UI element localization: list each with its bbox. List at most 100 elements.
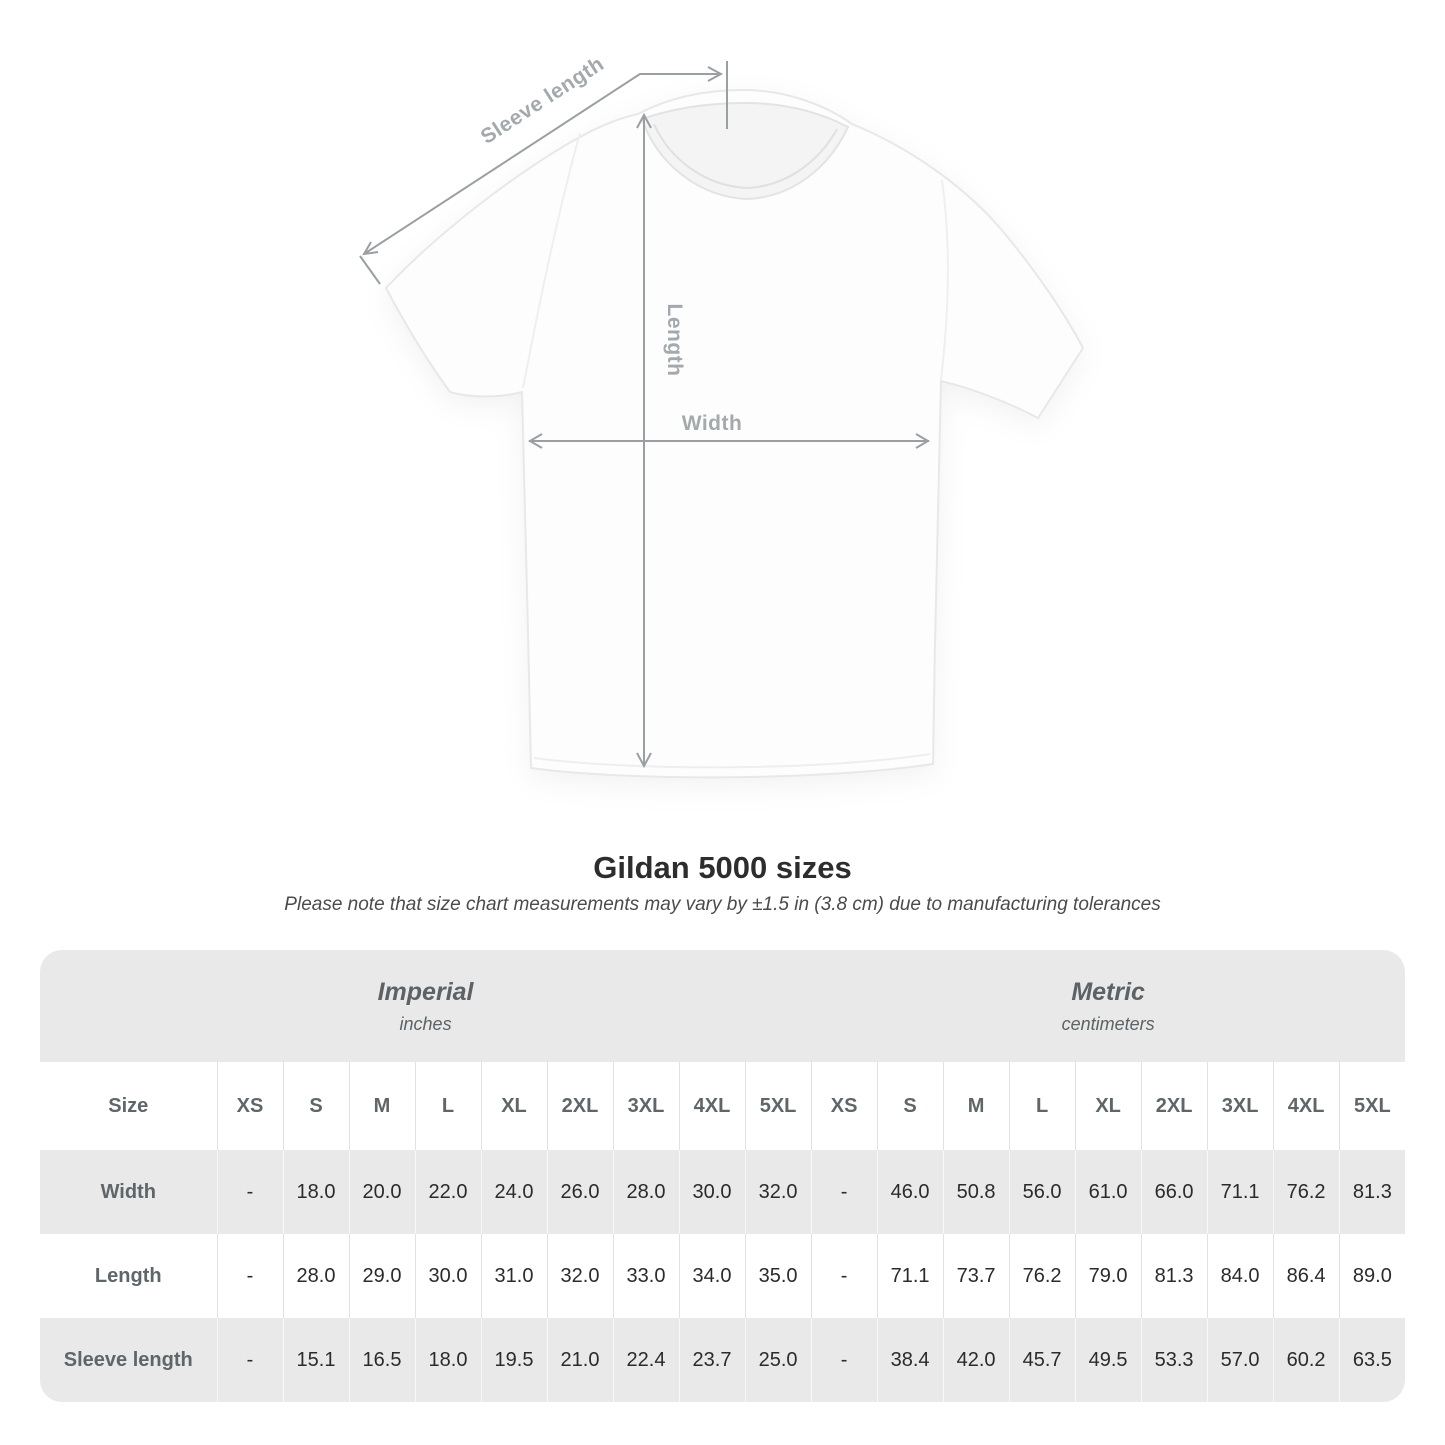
tshirt-diagram-svg: Sleeve length Length Width xyxy=(359,52,1085,779)
table-cell: 84.0 xyxy=(1206,1234,1274,1318)
table-cell: - xyxy=(810,1234,878,1318)
table-cell: 45.7 xyxy=(1008,1318,1076,1402)
table-cell: 49.5 xyxy=(1074,1318,1142,1402)
width-label: Width xyxy=(682,412,743,435)
size-chart-table: Imperial inches Metric centimeters Size … xyxy=(40,950,1405,1402)
metric-group-header: Metric centimeters xyxy=(811,950,1405,1062)
row-label-length: Length xyxy=(40,1234,217,1318)
table-cell: 76.2 xyxy=(1008,1234,1076,1318)
size-col-header-metric-4xl: 4XL xyxy=(1272,1062,1340,1150)
tshirt-measurement-diagram: Sleeve length Length Width xyxy=(359,52,1085,779)
table-cell: 86.4 xyxy=(1272,1234,1340,1318)
table-cell: 19.5 xyxy=(480,1318,547,1402)
table-cell: - xyxy=(216,1234,283,1318)
table-cell: 23.7 xyxy=(678,1318,745,1402)
size-corner-header: Size xyxy=(40,1062,217,1150)
table-cell: 21.0 xyxy=(546,1318,613,1402)
table-cell: 16.5 xyxy=(348,1318,415,1402)
table-cell: - xyxy=(810,1318,878,1402)
size-col-header-metric-xl: XL xyxy=(1074,1062,1142,1150)
width-row: Width - 18.0 20.0 22.0 24.0 26.0 28.0 30… xyxy=(40,1150,1405,1234)
table-cell: 71.1 xyxy=(1206,1150,1274,1234)
size-col-header-imperial-5xl: 5XL xyxy=(744,1062,812,1150)
size-col-header-imperial-s: S xyxy=(282,1062,349,1150)
table-cell: 34.0 xyxy=(678,1234,745,1318)
table-cell: 53.3 xyxy=(1140,1318,1208,1402)
table-cell: 35.0 xyxy=(744,1234,812,1318)
table-cell: 18.0 xyxy=(282,1150,349,1234)
table-cell: - xyxy=(216,1150,283,1234)
table-cell: 15.1 xyxy=(282,1318,349,1402)
tshirt-collar xyxy=(640,101,850,201)
table-cell: 73.7 xyxy=(942,1234,1010,1318)
imperial-group-label: Imperial xyxy=(377,977,474,1006)
table-cell: 18.0 xyxy=(414,1318,481,1402)
length-label: Length xyxy=(663,304,686,377)
size-col-header-imperial-xs: XS xyxy=(216,1062,283,1150)
table-cell: 56.0 xyxy=(1008,1150,1076,1234)
table-cell: 81.3 xyxy=(1338,1150,1405,1234)
table-cell: 79.0 xyxy=(1074,1234,1142,1318)
size-col-header-imperial-l: L xyxy=(414,1062,481,1150)
table-cell: 24.0 xyxy=(480,1150,547,1234)
table-cell: 25.0 xyxy=(744,1318,812,1402)
collar-ribbing-seam xyxy=(653,123,838,190)
table-cell: 26.0 xyxy=(546,1150,613,1234)
unit-group-header-row: Imperial inches Metric centimeters xyxy=(40,950,1405,1062)
imperial-unit-label: inches xyxy=(399,1014,452,1035)
page-title: Gildan 5000 sizes xyxy=(593,850,852,885)
hem-seam xyxy=(533,753,931,769)
width-arrow: Width xyxy=(528,412,930,449)
table-cell: 28.0 xyxy=(282,1234,349,1318)
size-header-row: Size XS S M L XL 2XL 3XL 4XL 5XL XS S M … xyxy=(40,1062,1405,1150)
size-col-header-imperial-xl: XL xyxy=(480,1062,547,1150)
table-cell: - xyxy=(810,1150,878,1234)
table-cell: 30.0 xyxy=(414,1234,481,1318)
size-col-header-metric-l: L xyxy=(1008,1062,1076,1150)
table-cell: 33.0 xyxy=(612,1234,679,1318)
table-cell: 50.8 xyxy=(942,1150,1010,1234)
sleeve-length-row: Sleeve length - 15.1 16.5 18.0 19.5 21.0… xyxy=(40,1318,1405,1402)
size-col-header-metric-2xl: 2XL xyxy=(1140,1062,1208,1150)
table-cell: 42.0 xyxy=(942,1318,1010,1402)
table-cell: 60.2 xyxy=(1272,1318,1340,1402)
table-cell: 32.0 xyxy=(546,1234,613,1318)
size-col-header-metric-s: S xyxy=(876,1062,944,1150)
row-label-sleeve-length: Sleeve length xyxy=(40,1318,217,1402)
metric-group-label: Metric xyxy=(1071,977,1145,1006)
tshirt-body xyxy=(384,88,1085,779)
table-cell: 71.1 xyxy=(876,1234,944,1318)
table-cell: 29.0 xyxy=(348,1234,415,1318)
table-cell: 63.5 xyxy=(1338,1318,1405,1402)
size-col-header-imperial-2xl: 2XL xyxy=(546,1062,613,1150)
table-cell: 89.0 xyxy=(1338,1234,1405,1318)
size-col-header-metric-3xl: 3XL xyxy=(1206,1062,1274,1150)
length-row: Length - 28.0 29.0 30.0 31.0 32.0 33.0 3… xyxy=(40,1234,1405,1318)
table-cell: 22.4 xyxy=(612,1318,679,1402)
table-cell: 66.0 xyxy=(1140,1150,1208,1234)
table-cell: 57.0 xyxy=(1206,1318,1274,1402)
table-cell: 81.3 xyxy=(1140,1234,1208,1318)
size-col-header-imperial-4xl: 4XL xyxy=(678,1062,745,1150)
size-col-header-imperial-3xl: 3XL xyxy=(612,1062,679,1150)
size-col-header-metric-m: M xyxy=(942,1062,1010,1150)
table-cell: 22.0 xyxy=(414,1150,481,1234)
metric-unit-label: centimeters xyxy=(1061,1014,1155,1035)
size-col-header-metric-5xl: 5XL xyxy=(1338,1062,1405,1150)
table-cell: - xyxy=(216,1318,283,1402)
size-col-header-metric-xs: XS xyxy=(810,1062,878,1150)
size-table: Imperial inches Metric centimeters Size … xyxy=(40,950,1405,1402)
row-label-width: Width xyxy=(40,1150,217,1234)
table-cell: 30.0 xyxy=(678,1150,745,1234)
table-cell: 61.0 xyxy=(1074,1150,1142,1234)
table-cell: 31.0 xyxy=(480,1234,547,1318)
table-cell: 76.2 xyxy=(1272,1150,1340,1234)
table-cell: 28.0 xyxy=(612,1150,679,1234)
right-sleeve-seam xyxy=(940,179,949,381)
imperial-group-header: Imperial inches xyxy=(40,950,812,1062)
tshirt-illustration xyxy=(384,88,1085,779)
left-sleeve-seam xyxy=(522,132,581,389)
table-cell: 32.0 xyxy=(744,1150,812,1234)
table-cell: 38.4 xyxy=(876,1318,944,1402)
table-cell: 20.0 xyxy=(348,1150,415,1234)
